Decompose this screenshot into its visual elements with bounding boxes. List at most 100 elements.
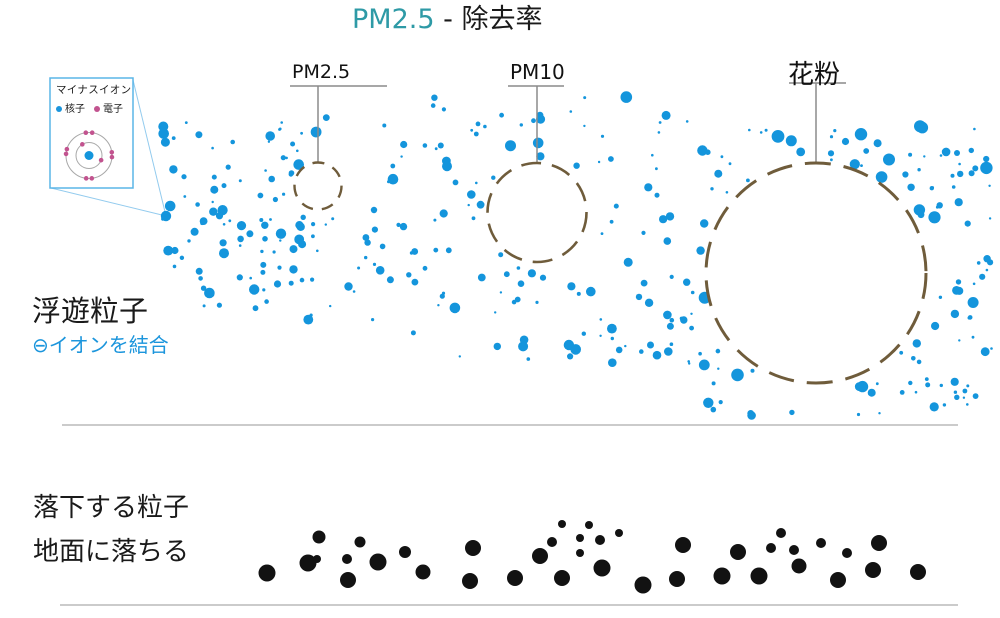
particle-dot — [829, 135, 834, 139]
particle-dot — [679, 316, 684, 321]
particle-dot — [669, 317, 675, 323]
particle-dot — [950, 173, 955, 178]
fallen-particles — [258, 520, 926, 594]
particle-dot — [972, 165, 979, 172]
particle-dot — [187, 239, 191, 243]
particle-dot — [710, 187, 714, 191]
particle-dot — [600, 232, 604, 236]
pm25-dashed-circle — [293, 161, 343, 211]
particle-dot — [971, 335, 975, 339]
particle-dot — [331, 217, 335, 221]
particle-dot — [190, 227, 199, 236]
particle-dot — [230, 139, 235, 145]
particle-dot — [261, 221, 269, 229]
particle-dot — [519, 335, 529, 345]
particle-dot — [279, 239, 282, 242]
particle-dot — [221, 183, 227, 189]
particle-dot — [973, 127, 976, 131]
particle-dot — [931, 321, 940, 331]
pm10-dashed-circle — [486, 161, 588, 264]
particle-dot — [875, 382, 879, 386]
fallen-dot — [595, 535, 605, 545]
particle-dot — [237, 235, 244, 243]
particle-dot — [195, 267, 203, 275]
particle-dot — [608, 156, 614, 162]
particle-dot — [689, 325, 694, 331]
particle-dot — [576, 291, 581, 296]
fallen-dot — [842, 548, 852, 558]
fallen-dot — [776, 528, 786, 538]
fallen-dot — [675, 537, 691, 553]
particle-dot — [696, 246, 705, 255]
particle-dot — [434, 147, 438, 151]
electron-dot-icon — [94, 106, 100, 112]
particle-dot — [841, 137, 850, 146]
particle-dot — [498, 252, 504, 258]
particle-dot — [968, 170, 975, 177]
particle-dot — [988, 184, 991, 187]
particle-dot — [260, 249, 264, 254]
particle-dot — [929, 402, 939, 412]
particle-dot — [316, 249, 319, 253]
particle-dot — [493, 342, 501, 351]
particle-dot — [624, 344, 627, 348]
particle-dot — [518, 341, 529, 352]
particle-dot — [290, 141, 296, 147]
particle-dot — [437, 304, 440, 307]
particle-dot — [517, 280, 525, 288]
particle-dot — [916, 359, 922, 365]
particle-dot — [249, 284, 260, 295]
size-marker-pm10 — [486, 85, 588, 264]
fallen-dot — [871, 535, 887, 551]
particle-dot — [209, 207, 218, 216]
particle-dot — [259, 218, 264, 222]
particle-dot — [652, 350, 662, 360]
particle-dot — [422, 143, 428, 148]
particle-dot — [698, 359, 710, 371]
inner-orbit — [75, 142, 103, 169]
particle-dot — [211, 174, 217, 180]
particle-dot — [597, 160, 601, 164]
particle-dot — [264, 169, 267, 172]
title-rest: - 除去率 — [434, 4, 543, 35]
particle-dot — [907, 183, 915, 191]
particle-dot — [467, 203, 470, 207]
particle-dot — [171, 136, 176, 141]
particle-dot — [659, 215, 668, 224]
particle-dot — [983, 155, 990, 163]
particle-dot — [309, 313, 313, 317]
particle-dot — [875, 171, 888, 183]
particle-dot — [720, 155, 724, 159]
particle-dot — [697, 145, 708, 156]
particle-dot — [169, 165, 178, 174]
particle-dot — [750, 368, 755, 373]
particle-dot — [966, 384, 970, 388]
particle-dot — [352, 290, 356, 293]
particle-dot — [665, 212, 675, 221]
particle-dot — [458, 355, 461, 358]
fallen-dot — [789, 545, 799, 555]
fallen-dot — [342, 554, 352, 564]
particle-dot — [714, 169, 723, 178]
particle-dot — [899, 350, 904, 355]
particle-dot — [527, 269, 537, 278]
particle-dot — [329, 304, 332, 308]
particle-dot — [929, 186, 934, 191]
electron-dot — [109, 154, 115, 160]
particle-dot — [620, 91, 633, 103]
fallen-dot — [258, 564, 276, 582]
particle-dot — [902, 171, 909, 178]
particle-dot — [411, 278, 419, 286]
particle-dot — [298, 240, 307, 249]
fallen-dot — [547, 537, 557, 547]
electron-dot — [83, 130, 89, 136]
particle-dot — [219, 239, 227, 247]
particle-dot — [939, 154, 943, 157]
particle-dot — [685, 120, 689, 123]
particle-dot — [216, 302, 222, 308]
legend-item-label: 電子 — [103, 104, 123, 115]
particle-dot — [431, 94, 438, 101]
particle-dot — [280, 121, 284, 124]
particle-dot — [698, 351, 702, 356]
fallen-dot — [462, 573, 478, 589]
